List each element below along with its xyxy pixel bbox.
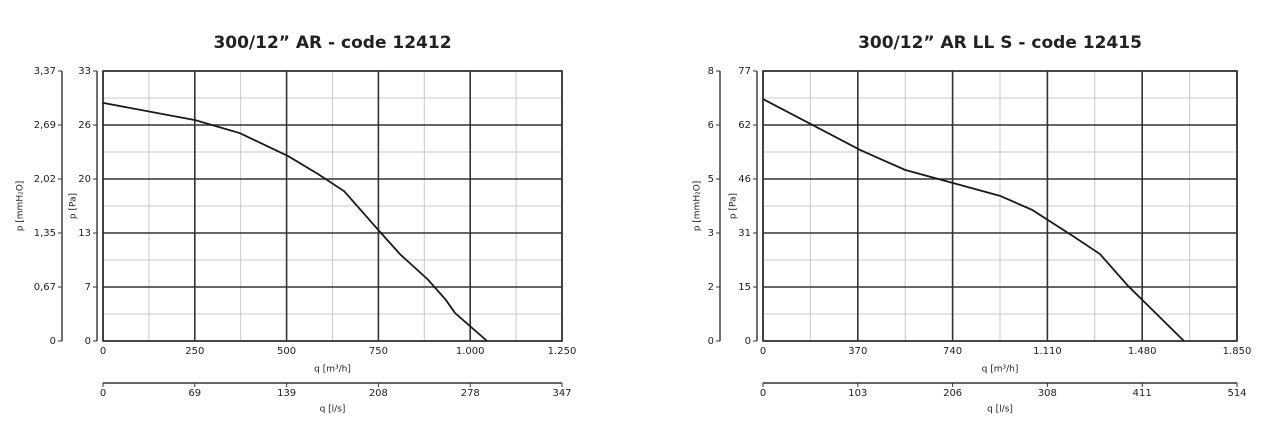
x2-tick-label: 0 — [100, 388, 106, 399]
y-tick-label: 0 — [85, 336, 91, 347]
curve — [102, 102, 488, 342]
x-tick-label: 0 — [100, 346, 106, 357]
plot-frame — [102, 70, 563, 342]
x2-tick-label: 411 — [1133, 388, 1152, 399]
y2-tick-label: 0 — [50, 336, 56, 347]
x-tick-label: 1.480 — [1128, 346, 1157, 357]
y2-axis-label: p [mmH₂O] — [693, 181, 703, 232]
y2-tick-label: 2 — [708, 282, 714, 293]
y-tick-label: 13 — [78, 228, 91, 239]
y2-tick-label: 3 — [708, 228, 714, 239]
x2-axis-label: q [l/s] — [320, 405, 346, 415]
y2-tick-label: 0 — [708, 336, 714, 347]
y-tick-label: 26 — [78, 120, 91, 131]
y2-axis-label: p [mmH₂O] — [16, 181, 26, 232]
y2-tick-label: 6 — [708, 120, 714, 131]
x-axis-label: q [m³/h] — [982, 365, 1019, 375]
y2-tick-label: 3,37 — [34, 66, 56, 77]
y-axis-label: p [Pa] — [729, 193, 739, 219]
x2-tick-label: 0 — [760, 388, 766, 399]
x2-tick-label: 139 — [277, 388, 296, 399]
x-tick-label: 500 — [277, 346, 296, 357]
plot-frame — [762, 70, 1238, 342]
y2-tick-label: 8 — [708, 66, 714, 77]
y-tick-label: 62 — [738, 120, 751, 131]
x2-tick-label: 103 — [848, 388, 867, 399]
x2-tick-label: 308 — [1038, 388, 1057, 399]
x-tick-label: 250 — [185, 346, 204, 357]
y-tick-label: 31 — [738, 228, 751, 239]
y-axis-label: p [Pa] — [69, 193, 79, 219]
y-tick-label: 20 — [78, 174, 91, 185]
x2-tick-label: 69 — [188, 388, 201, 399]
x2-axis-label: q [l/s] — [987, 405, 1013, 415]
y2-tick-label: 2,69 — [34, 120, 56, 131]
y2-tick-label: 1,35 — [34, 228, 56, 239]
curve — [762, 98, 1185, 342]
y2-tick-label: 5 — [708, 174, 714, 185]
x2-tick-label: 278 — [461, 388, 480, 399]
chart-title: 300/12” AR LL S - code 12415 — [858, 33, 1142, 53]
x-axis-label: q [m³/h] — [314, 365, 351, 375]
chart-title: 300/12” AR - code 12412 — [213, 33, 451, 53]
y-tick-label: 7 — [85, 282, 91, 293]
x-tick-label: 750 — [369, 346, 388, 357]
y2-tick-label: 2,02 — [34, 174, 56, 185]
y-tick-label: 46 — [738, 174, 751, 185]
x-tick-label: 740 — [943, 346, 962, 357]
x-tick-label: 1.250 — [548, 346, 577, 357]
y-tick-label: 0 — [745, 336, 751, 347]
y-tick-label: 33 — [78, 66, 91, 77]
x-tick-label: 1.850 — [1223, 346, 1252, 357]
x2-tick-label: 208 — [369, 388, 388, 399]
x2-tick-label: 514 — [1227, 388, 1246, 399]
x-tick-label: 0 — [760, 346, 766, 357]
x2-tick-label: 347 — [552, 388, 571, 399]
x-tick-label: 1.000 — [456, 346, 485, 357]
x2-tick-label: 206 — [943, 388, 962, 399]
y-tick-label: 15 — [738, 282, 751, 293]
y2-tick-label: 0,67 — [34, 282, 56, 293]
y-tick-label: 77 — [738, 66, 751, 77]
x-tick-label: 370 — [848, 346, 867, 357]
x-tick-label: 1.110 — [1033, 346, 1062, 357]
